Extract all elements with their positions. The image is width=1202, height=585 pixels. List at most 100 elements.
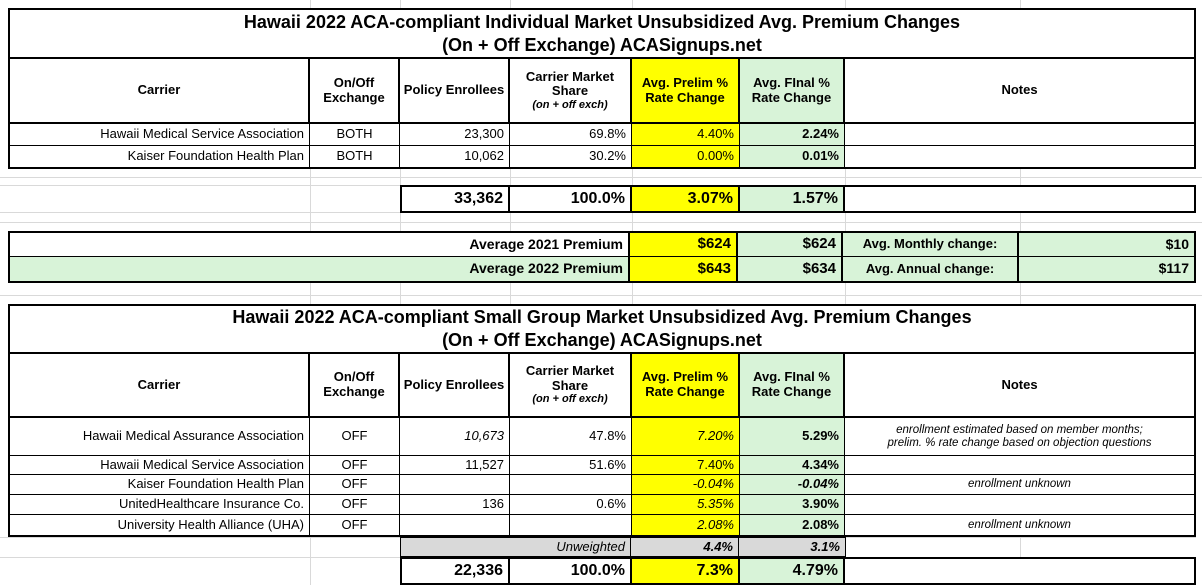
header-market-share[interactable]: Carrier Market Share (on + off exch)	[510, 59, 632, 122]
total-enrollees-cell[interactable]: 33,362	[402, 187, 510, 211]
change-label-cell[interactable]: Avg. Monthly change:	[843, 233, 1019, 256]
header-carrier[interactable]: Carrier	[10, 59, 310, 122]
share-cell[interactable]: 0.6%	[510, 495, 632, 514]
notes-cell[interactable]	[845, 456, 1194, 474]
premium-label-cell[interactable]: Average 2021 Premium	[10, 233, 630, 256]
small-group-table-title-line2: (On + Off Exchange) ACASignups.net	[442, 330, 762, 350]
premium-label-cell[interactable]: Average 2022 Premium	[10, 257, 630, 281]
enrollees-cell[interactable]: 11,527	[400, 456, 510, 474]
final-cell[interactable]: 0.01%	[740, 146, 845, 167]
notes-cell[interactable]: enrollment estimated based on member mon…	[887, 423, 1152, 449]
enrollees-cell[interactable]: 136	[400, 495, 510, 514]
final-cell[interactable]: 4.34%	[740, 456, 845, 474]
exchange-cell[interactable]: OFF	[310, 418, 400, 455]
individual-table-title-line2: (On + Off Exchange) ACASignups.net	[442, 34, 762, 55]
gridline	[400, 0, 401, 585]
premium-prelim-cell[interactable]: $624	[630, 233, 738, 256]
total-enrollees-cell[interactable]: 22,336	[402, 559, 510, 583]
prelim-cell[interactable]: 2.08%	[632, 515, 740, 535]
change-value-cell[interactable]: $10	[1019, 233, 1194, 256]
header-notes[interactable]: Notes	[1001, 376, 1038, 392]
premium-summary: Average 2021 Premium $624 $624 Avg. Mont…	[8, 231, 1196, 283]
final-cell[interactable]: 5.29%	[740, 418, 845, 455]
header-market-share[interactable]: Carrier Market Share (on + off exch)	[510, 354, 632, 416]
exchange-cell[interactable]: OFF	[310, 456, 400, 474]
total-share-cell[interactable]: 100.0%	[510, 187, 632, 211]
prelim-cell[interactable]: 4.40%	[632, 124, 740, 145]
total-notes-cell[interactable]	[845, 187, 1194, 211]
change-value-cell[interactable]: $117	[1019, 257, 1194, 281]
notes-cell[interactable]: enrollment unknown	[968, 478, 1071, 491]
share-cell[interactable]	[510, 475, 632, 494]
carrier-cell[interactable]: Hawaii Medical Service Association	[10, 456, 310, 474]
unweighted-row: Unweighted 4.4% 3.1%	[400, 537, 846, 557]
total-prelim-cell[interactable]: 3.07%	[632, 187, 740, 211]
gridline	[1020, 0, 1021, 585]
enrollees-cell[interactable]: 23,300	[400, 124, 510, 145]
prelim-cell[interactable]: 7.20%	[632, 418, 740, 455]
carrier-cell[interactable]: Hawaii Medical Assurance Association	[10, 418, 310, 455]
header-final-rate[interactable]: Avg. FInal % Rate Change	[740, 354, 845, 416]
table-row: Hawaii Medical Service Association OFF 1…	[10, 456, 1194, 475]
header-enrollees[interactable]: Policy Enrollees	[400, 354, 510, 416]
enrollees-cell[interactable]	[400, 515, 510, 535]
small-group-table-title[interactable]: Hawaii 2022 ACA-compliant Small Group Ma…	[10, 306, 1194, 354]
exchange-cell[interactable]: OFF	[310, 515, 400, 535]
total-prelim-cell[interactable]: 7.3%	[632, 559, 740, 583]
carrier-cell[interactable]: Kaiser Foundation Health Plan	[10, 146, 310, 167]
notes-cell[interactable]	[845, 495, 1194, 514]
share-cell[interactable]	[510, 515, 632, 535]
carrier-cell[interactable]: Kaiser Foundation Health Plan	[10, 475, 310, 494]
header-exchange[interactable]: On/Off Exchange	[310, 354, 400, 416]
header-market-share-sub: (on + off exch)	[532, 98, 608, 111]
final-cell[interactable]: 2.08%	[740, 515, 845, 535]
enrollees-cell[interactable]	[400, 475, 510, 494]
carrier-cell[interactable]: Hawaii Medical Service Association	[10, 124, 310, 145]
share-cell[interactable]: 30.2%	[510, 146, 632, 167]
carrier-cell[interactable]: University Health Alliance (UHA)	[10, 515, 310, 535]
enrollees-cell[interactable]: 10,673	[400, 418, 510, 455]
unweighted-final-cell[interactable]: 3.1%	[739, 538, 845, 556]
header-prelim-rate[interactable]: Avg. Prelim % Rate Change	[632, 354, 740, 416]
premium-final-cell[interactable]: $634	[738, 257, 843, 281]
share-cell[interactable]: 51.6%	[510, 456, 632, 474]
share-cell[interactable]: 47.8%	[510, 418, 632, 455]
notes-cell[interactable]: enrollment unknown	[968, 518, 1071, 531]
total-share-cell[interactable]: 100.0%	[510, 559, 632, 583]
total-final-cell[interactable]: 4.79%	[740, 559, 845, 583]
total-notes-cell[interactable]	[845, 559, 1194, 583]
total-final-cell[interactable]: 1.57%	[740, 187, 845, 211]
prelim-cell[interactable]: 5.35%	[632, 495, 740, 514]
prelim-cell[interactable]: 7.40%	[632, 456, 740, 474]
small-group-totals-row: 22,336 100.0% 7.3% 4.79%	[400, 557, 1196, 585]
header-notes[interactable]: Notes	[1001, 82, 1038, 98]
prelim-cell[interactable]: -0.04%	[632, 475, 740, 494]
prelim-cell[interactable]: 0.00%	[632, 146, 740, 167]
exchange-cell[interactable]: BOTH	[310, 124, 400, 145]
unweighted-prelim-cell[interactable]: 4.4%	[631, 538, 739, 556]
premium-prelim-cell[interactable]: $643	[630, 257, 738, 281]
individual-table-title[interactable]: Hawaii 2022 ACA-compliant Individual Mar…	[10, 10, 1194, 59]
exchange-cell[interactable]: OFF	[310, 495, 400, 514]
final-cell[interactable]: 2.24%	[740, 124, 845, 145]
gridline	[0, 222, 1202, 223]
header-exchange[interactable]: On/Off Exchange	[310, 59, 400, 122]
change-label-cell[interactable]: Avg. Annual change:	[843, 257, 1019, 281]
notes-cell[interactable]	[845, 146, 1194, 167]
header-carrier[interactable]: Carrier	[10, 354, 310, 416]
header-enrollees[interactable]: Policy Enrollees	[400, 59, 510, 122]
gridline	[632, 0, 633, 585]
final-cell[interactable]: -0.04%	[740, 475, 845, 494]
carrier-cell[interactable]: UnitedHealthcare Insurance Co.	[10, 495, 310, 514]
exchange-cell[interactable]: OFF	[310, 475, 400, 494]
header-prelim-rate[interactable]: Avg. Prelim % Rate Change	[632, 59, 740, 122]
notes-cell[interactable]	[845, 124, 1194, 145]
header-final-rate[interactable]: Avg. FInal % Rate Change	[740, 59, 845, 122]
table-row: UnitedHealthcare Insurance Co. OFF 136 0…	[10, 495, 1194, 515]
enrollees-cell[interactable]: 10,062	[400, 146, 510, 167]
premium-final-cell[interactable]: $624	[738, 233, 843, 256]
final-cell[interactable]: 3.90%	[740, 495, 845, 514]
exchange-cell[interactable]: BOTH	[310, 146, 400, 167]
share-cell[interactable]: 69.8%	[510, 124, 632, 145]
unweighted-label-cell[interactable]: Unweighted	[401, 538, 631, 556]
